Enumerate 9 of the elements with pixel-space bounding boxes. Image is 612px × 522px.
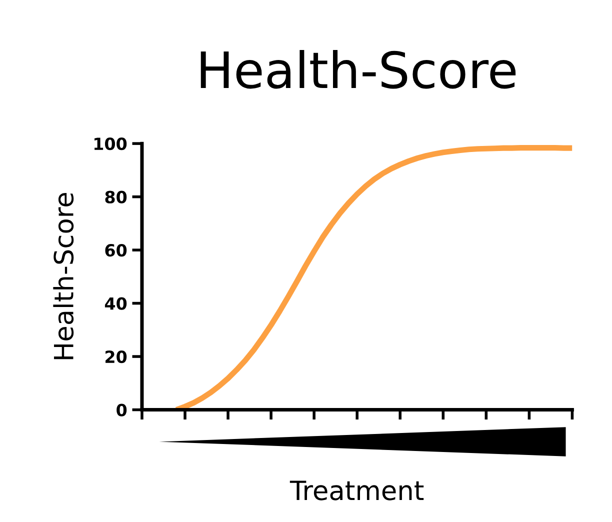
y-axis-title: Health-Score xyxy=(53,193,74,360)
x-axis-title: Treatment xyxy=(290,480,424,500)
y-tick-label: 80 xyxy=(105,190,127,204)
chart-title: Health-Score xyxy=(200,50,516,89)
y-tick-label: 20 xyxy=(106,350,127,364)
y-tick-label: 40 xyxy=(104,297,127,310)
y-tick-label: 0 xyxy=(116,404,127,416)
y-tick-label: 100 xyxy=(94,138,127,150)
y-tick-label: 60 xyxy=(105,244,127,257)
